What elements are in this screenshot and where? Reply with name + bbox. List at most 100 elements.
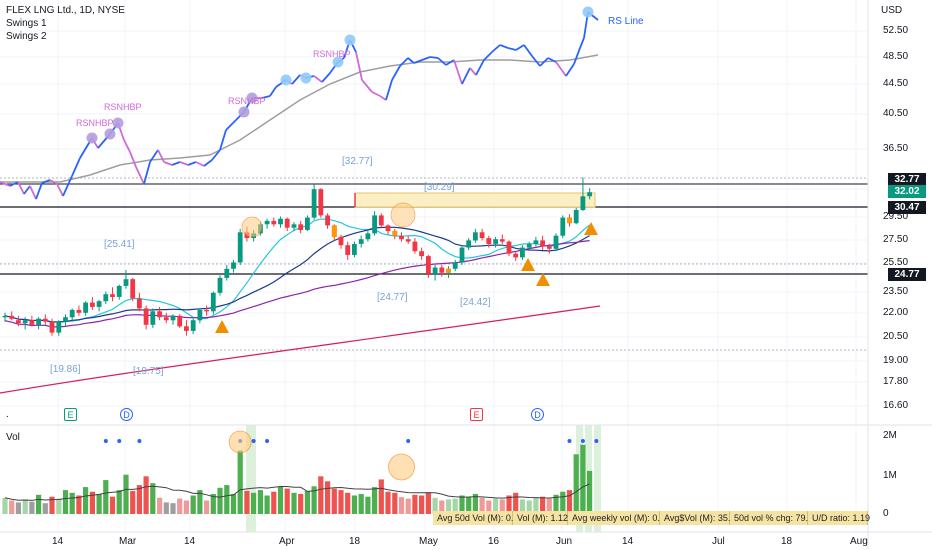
candle <box>130 277 136 302</box>
volume-bar <box>69 492 75 514</box>
rs-segment <box>195 161 205 167</box>
candle-body <box>473 232 478 241</box>
candle-body <box>506 241 512 254</box>
highlighted-candle <box>446 268 451 273</box>
ma-21-line <box>4 226 590 323</box>
rs-segment <box>219 129 227 151</box>
price-tick-label: 17.80 <box>883 376 909 387</box>
volume-bar <box>580 444 586 514</box>
candle <box>2 312 8 322</box>
price-tick-label: 22.00 <box>883 307 909 318</box>
pattern-circle <box>241 216 263 238</box>
rsnhbp-tag: RSNHBP <box>76 118 114 128</box>
earnings-event-icon[interactable]: E <box>470 408 483 421</box>
candle <box>352 241 357 258</box>
candle-body <box>22 320 28 324</box>
rs-segment <box>445 59 455 66</box>
candle <box>432 264 438 281</box>
candle <box>284 217 290 232</box>
candle <box>473 228 478 243</box>
volume-bar <box>210 494 216 514</box>
ma-50-line <box>4 240 590 328</box>
volume-bar <box>217 487 223 514</box>
buy-point-triangle-icon <box>536 273 550 286</box>
date-tick-label: Apr <box>279 536 295 547</box>
volume-bar <box>150 483 156 514</box>
volume-average-line <box>4 483 590 501</box>
volume-bar <box>566 490 573 514</box>
candle-body <box>150 311 156 325</box>
legend-swings-1[interactable]: Swings 1 <box>6 18 47 29</box>
volume-bar <box>15 502 21 514</box>
dividend-event-icon[interactable]: D <box>120 408 133 421</box>
dividend-event-icon[interactable]: D <box>531 408 544 421</box>
price-tick-label: 48.50 <box>883 51 909 62</box>
chart-grid <box>0 0 868 532</box>
candle <box>553 233 559 252</box>
volume-bar <box>264 495 270 514</box>
rs-new-high-dot <box>112 117 124 129</box>
pattern-markers <box>215 202 598 333</box>
candle-body <box>130 279 136 299</box>
volume-dot <box>406 439 411 443</box>
swing-label: [30.29] <box>424 182 455 193</box>
price-tick-label: 20.50 <box>883 331 909 342</box>
volume-bar <box>2 497 8 514</box>
rs-segment <box>531 55 541 67</box>
date-tick-label: 14 <box>622 536 634 547</box>
candle-body <box>439 267 445 273</box>
volume-bar <box>587 470 593 514</box>
rs-segment <box>523 44 533 57</box>
dot-marker: . <box>6 409 9 420</box>
candle <box>170 314 176 325</box>
volume-bar <box>190 495 196 514</box>
rs-segment <box>129 151 137 168</box>
volume-bar <box>183 500 189 514</box>
legend-swings-2[interactable]: Swings 2 <box>6 31 47 42</box>
rs-segment <box>413 59 423 64</box>
volume-bar <box>318 476 324 514</box>
date-tick-label: 18 <box>781 536 793 547</box>
rs-segment <box>579 37 585 49</box>
candle <box>412 238 418 254</box>
buy-point-triangle-icon <box>584 222 598 235</box>
price-box-24-77: 24.77 <box>888 268 926 281</box>
moving-averages <box>0 218 601 394</box>
candle <box>573 207 579 225</box>
date-tick-label: Jun <box>556 536 573 547</box>
candle-body <box>520 247 525 258</box>
stat-vol: Vol (M): 1.12 <box>513 511 568 525</box>
candle <box>439 264 445 277</box>
rs-segment <box>56 183 64 197</box>
volume-bar <box>466 496 472 514</box>
earnings-event-icon[interactable]: E <box>64 408 77 421</box>
consolidation-zone <box>354 192 596 208</box>
candle-body <box>170 315 176 321</box>
candle-body <box>224 268 230 278</box>
candle-body <box>298 224 304 230</box>
volume-bar <box>553 494 559 515</box>
volume-bar <box>560 491 566 514</box>
volume-bar <box>136 485 142 514</box>
candle <box>372 211 377 236</box>
volume-bar <box>372 487 378 514</box>
rs-segment <box>437 57 447 66</box>
candle <box>204 305 209 316</box>
rs-segment <box>171 161 181 166</box>
volume-bar <box>130 490 136 514</box>
candle <box>311 184 317 220</box>
volume-bar <box>42 503 48 514</box>
volume-bar <box>405 498 411 514</box>
rs-segment <box>143 161 151 185</box>
candle-body <box>318 189 324 216</box>
volume-bar <box>419 495 425 514</box>
candle-body <box>103 294 109 302</box>
currency-label: USD <box>881 5 903 16</box>
candle-body <box>96 301 102 307</box>
volume-bar <box>143 476 149 514</box>
rs-segment <box>321 72 331 83</box>
rs-segment <box>355 51 363 81</box>
rsnhbp-tag: RSNHBP <box>104 102 142 112</box>
